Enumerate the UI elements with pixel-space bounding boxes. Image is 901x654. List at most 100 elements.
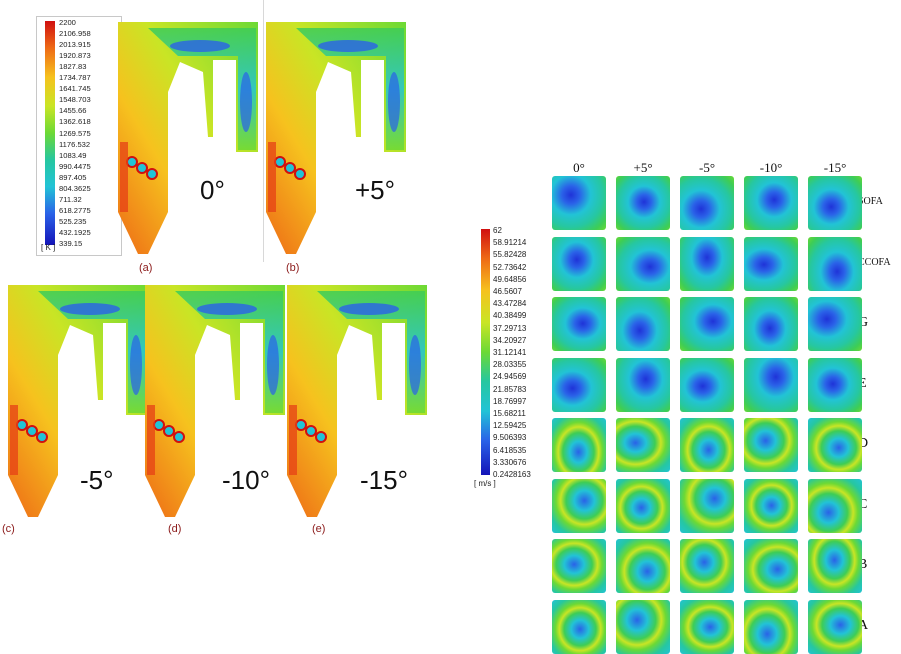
velocity-section-cell <box>744 297 798 351</box>
temperature-legend-value: 2200 <box>59 18 76 27</box>
furnace-contour <box>8 285 148 517</box>
row-header: C <box>858 496 868 512</box>
velocity-legend-value: 46.5607 <box>493 287 522 296</box>
velocity-legend-value: 21.85783 <box>493 384 527 394</box>
velocity-section-cell <box>808 418 862 472</box>
temperature-legend-value: 711.32 <box>59 194 82 204</box>
temperature-legend-value: 2106.958 <box>59 29 91 39</box>
tilt-angle-label: -10° <box>222 465 270 495</box>
temperature-legend-value: 618.2775 <box>59 205 91 215</box>
velocity-legend-value: 55.82428 <box>493 250 527 260</box>
velocity-legend-value: 34.20927 <box>493 335 527 345</box>
velocity-section-cell <box>744 478 798 533</box>
velocity-section-cell <box>808 599 862 654</box>
furnace-contours <box>8 22 427 517</box>
temperature-legend-value: 525.235 <box>59 216 87 226</box>
velocity-section-cell <box>744 599 798 654</box>
velocity-section-cell <box>744 357 798 412</box>
furnace-contour <box>118 22 258 254</box>
velocity-legend-value: 0.2428163 <box>493 470 531 479</box>
velocity-legend-value: 3.330676 <box>493 457 527 467</box>
velocity-colorbar <box>481 229 490 475</box>
velocity-section-cell <box>808 478 862 533</box>
panel-label: (e) <box>312 523 326 535</box>
temperature-legend-value: 1362.618 <box>59 117 91 127</box>
tilt-angle-label: 0° <box>200 175 225 205</box>
temperature-legend-value: 1920.873 <box>59 51 91 61</box>
furnace-contour <box>145 285 285 517</box>
temperature-legend-value: 339.15 <box>59 239 83 248</box>
velocity-legend-value: 15.68211 <box>493 409 526 418</box>
velocity-section-cell <box>616 478 670 533</box>
velocity-section-cell <box>552 478 606 533</box>
velocity-legend-value: 37.29713 <box>493 323 527 333</box>
velocity-legend-value: 9.506393 <box>493 433 527 443</box>
velocity-legend-value: 58.91214 <box>493 238 527 248</box>
velocity-legend-value: 52.73642 <box>493 262 527 272</box>
velocity-legend-value: 62 <box>493 226 502 235</box>
velocity-section-cell <box>680 176 734 230</box>
column-header: -5° <box>698 160 716 175</box>
panel-divider <box>263 0 264 262</box>
velocity-legend-value: 40.38499 <box>493 311 527 321</box>
temperature-legend-value: 1827.83 <box>59 62 87 72</box>
temperature-legend-value: 1083.49 <box>59 150 87 160</box>
velocity-legend-value: 43.47284 <box>493 299 527 309</box>
temperature-legend-value: 432.1925 <box>59 227 91 237</box>
velocity-section-cell <box>616 176 670 230</box>
velocity-section-cell <box>552 236 606 291</box>
temperature-legend-value: 1455.66 <box>59 106 87 116</box>
velocity-legend-value: 49.64856 <box>493 274 527 284</box>
velocity-section-cell <box>552 599 606 654</box>
row-header: B <box>858 557 868 572</box>
row-header: E <box>858 375 867 391</box>
velocity-section-cell <box>680 599 734 654</box>
velocity-legend-value: 12.59425 <box>493 421 527 431</box>
velocity-section-cell <box>552 539 606 593</box>
tilt-angle-label: -5° <box>80 465 114 495</box>
velocity-section-cell <box>552 418 606 472</box>
panel-label: (b) <box>286 262 300 274</box>
column-header: -15° <box>823 160 847 175</box>
velocity-section-cell <box>680 418 734 472</box>
velocity-section-cell <box>552 176 606 230</box>
temperature-legend-value: 990.4475 <box>59 161 91 171</box>
temperature-legend-value: 1548.703 <box>59 95 91 105</box>
velocity-section-cell <box>744 418 798 472</box>
velocity-section-cell <box>680 478 734 533</box>
velocity-section-cell <box>808 236 862 291</box>
tilt-angle-label: +5° <box>355 175 396 205</box>
velocity-section-cell <box>616 418 670 472</box>
velocity-section-cell <box>680 357 734 412</box>
velocity-section-cell <box>616 297 670 351</box>
velocity-legend-value: 24.94569 <box>493 372 527 382</box>
velocity-section-cell <box>808 176 862 230</box>
temperature-legend-value: 804.3625 <box>59 183 91 193</box>
velocity-section-cell <box>680 539 734 593</box>
velocity-section-cell <box>680 236 734 291</box>
velocity-section-cell <box>616 599 670 654</box>
panel-label: (c) <box>2 523 15 535</box>
velocity-section-cell <box>616 357 670 412</box>
temperature-legend-value: 897.405 <box>59 172 87 182</box>
velocity-legend-value: 28.03355 <box>493 360 527 370</box>
temperature-legend: 2200 2106.958 2013.915 1920.873 1827.83 1734.… <box>36 16 122 256</box>
velocity-legend-value: 31.12141 <box>493 348 527 357</box>
row-header: G <box>858 315 869 330</box>
velocity-section-cell <box>616 539 670 593</box>
velocity-section-cell <box>680 297 734 351</box>
velocity-section-cell <box>616 236 670 291</box>
row-header: CCOFA <box>858 256 891 268</box>
column-header: +5° <box>633 160 653 175</box>
row-header: D <box>858 436 869 451</box>
column-header: -10° <box>759 160 783 175</box>
column-header: 0° <box>573 160 585 175</box>
velocity-section-cell <box>808 297 862 351</box>
velocity-section-cell <box>552 297 606 351</box>
panel-label: (d) <box>168 523 182 535</box>
row-header: A <box>858 617 869 633</box>
furnace-contour <box>287 285 427 517</box>
velocity-legend-value: 18.76997 <box>493 396 527 406</box>
panel-label: (a) <box>139 262 153 274</box>
velocity-section-cell <box>808 357 862 412</box>
